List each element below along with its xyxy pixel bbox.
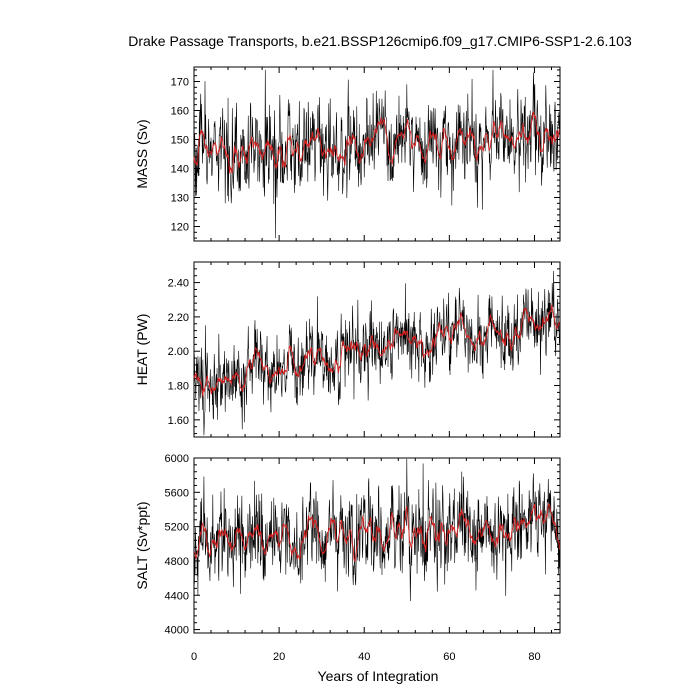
heat-ytick-label: 1.80 [168,381,189,393]
panel-heat-frame [193,261,561,438]
mass-ytick-label: 130 [171,193,189,205]
mass-ytick-label: 120 [171,222,189,234]
chart-title: Drake Passage Transports, b.e21.BSSP126c… [128,33,632,49]
heat-raw-series [193,270,560,436]
panel-heat: 1.60 1.80 2.00 2.20 2.40 HEAT (PW) [134,261,561,438]
panel-salt: 4000 4400 4800 5200 5600 6000 SALT (Sv*ppt) [134,453,561,637]
salt-ytick-label: 4000 [165,625,189,637]
salt-ytick-label: 4800 [165,556,189,568]
salt-ytick-label: 5600 [165,487,189,499]
mass-ytick-label: 170 [171,77,189,89]
salt-raw-series [193,458,560,602]
salt-ytick-label: 5200 [165,522,189,534]
salt-ytick-label: 4400 [165,590,189,602]
mass-raw-series [193,69,560,239]
mass-ylabel: MASS (Sv) [134,119,150,188]
x-tick-labels: 0 20 40 60 80 [191,651,541,663]
x-tick-label: 20 [273,651,285,663]
mass-ytick-label: 150 [171,135,189,147]
salt-ytick-label: 6000 [165,453,189,465]
panel-mass-frame [193,66,561,242]
x-tick-label: 0 [191,651,197,663]
mass-ytick-label: 160 [171,106,189,118]
heat-ytick-label: 2.20 [168,312,189,324]
salt-smoothed-series [193,503,561,563]
panel-heat-ticks: 1.60 1.80 2.00 2.20 2.40 [168,261,560,437]
heat-ytick-label: 2.00 [168,346,189,358]
x-tick-label: 60 [443,651,455,663]
panel-salt-ticks: 4000 4400 4800 5200 5600 6000 [165,453,560,637]
mass-ytick-label: 140 [171,164,189,176]
x-tick-label: 40 [358,651,370,663]
mass-smoothed-series [193,110,561,174]
heat-ylabel: HEAT (PW) [134,314,150,386]
heat-smoothed-series [193,304,560,397]
salt-ylabel: SALT (Sv*ppt) [134,501,150,589]
x-axis-label: Years of Integration [318,668,439,684]
x-tick-label: 80 [528,651,540,663]
heat-ytick-label: 2.40 [168,278,189,290]
heat-ytick-label: 1.60 [168,415,189,427]
panel-mass: 120 130 140 150 160 170 MASS (Sv) [134,66,561,242]
